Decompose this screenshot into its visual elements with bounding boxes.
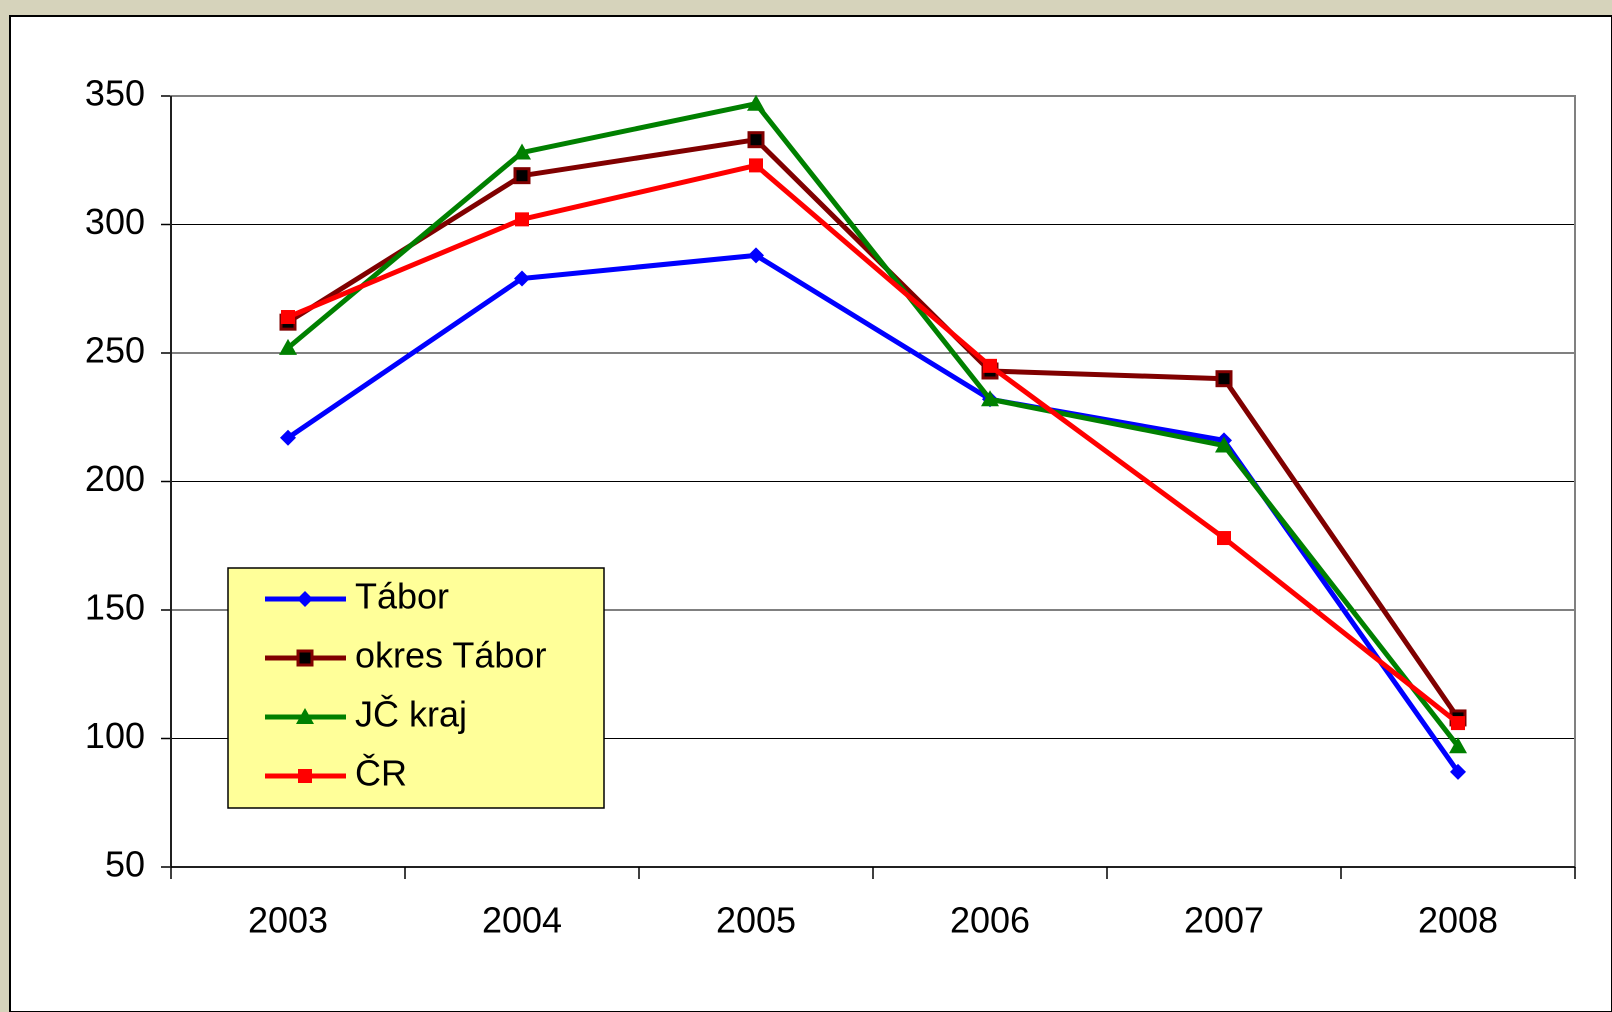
marker: [1449, 737, 1467, 754]
x-tick-label: 2003: [248, 900, 328, 941]
marker: [515, 212, 529, 227]
marker: [513, 143, 531, 160]
x-tick-label: 2006: [950, 900, 1030, 941]
y-tick-label: 150: [85, 587, 145, 628]
series-line: [287, 162, 1460, 726]
marker: [279, 338, 297, 355]
marker: [296, 649, 314, 667]
legend: Tábor okres Tábor JČ kraj ČR: [227, 567, 605, 809]
marker: [747, 94, 765, 111]
y-tick-label: 250: [85, 330, 145, 371]
x-tick-label: 2005: [716, 900, 796, 941]
marker: [297, 591, 313, 607]
x-tick-label: 2008: [1418, 900, 1498, 941]
legend-label: JČ kraj: [355, 694, 467, 735]
marker: [749, 158, 763, 173]
marker: [747, 131, 765, 149]
marker: [748, 247, 764, 264]
marker: [280, 429, 296, 446]
x-tick-label: 2004: [482, 900, 562, 941]
y-tick-label: 100: [85, 715, 145, 756]
marker: [1217, 531, 1231, 546]
marker: [298, 769, 312, 783]
y-tick-label: 300: [85, 201, 145, 242]
marker: [514, 270, 530, 287]
marker: [513, 167, 531, 185]
marker: [1450, 763, 1466, 780]
legend-box: [227, 567, 605, 809]
legend-label: Tábor: [355, 576, 449, 617]
legend-label: ČR: [355, 753, 407, 794]
y-tick-label: 50: [105, 844, 145, 885]
legend-label: okres Tábor: [355, 635, 546, 676]
marker: [1215, 370, 1233, 388]
marker: [983, 358, 997, 373]
chart-area: [9, 15, 1612, 1012]
marker: [296, 708, 314, 724]
series-line: [286, 101, 1460, 748]
y-tick-label: 200: [85, 458, 145, 499]
x-tick-label: 2007: [1184, 900, 1264, 941]
marker: [281, 310, 295, 325]
marker: [1215, 436, 1233, 453]
marker: [981, 390, 999, 407]
marker: [1451, 716, 1465, 731]
y-tick-label: 350: [85, 73, 145, 114]
